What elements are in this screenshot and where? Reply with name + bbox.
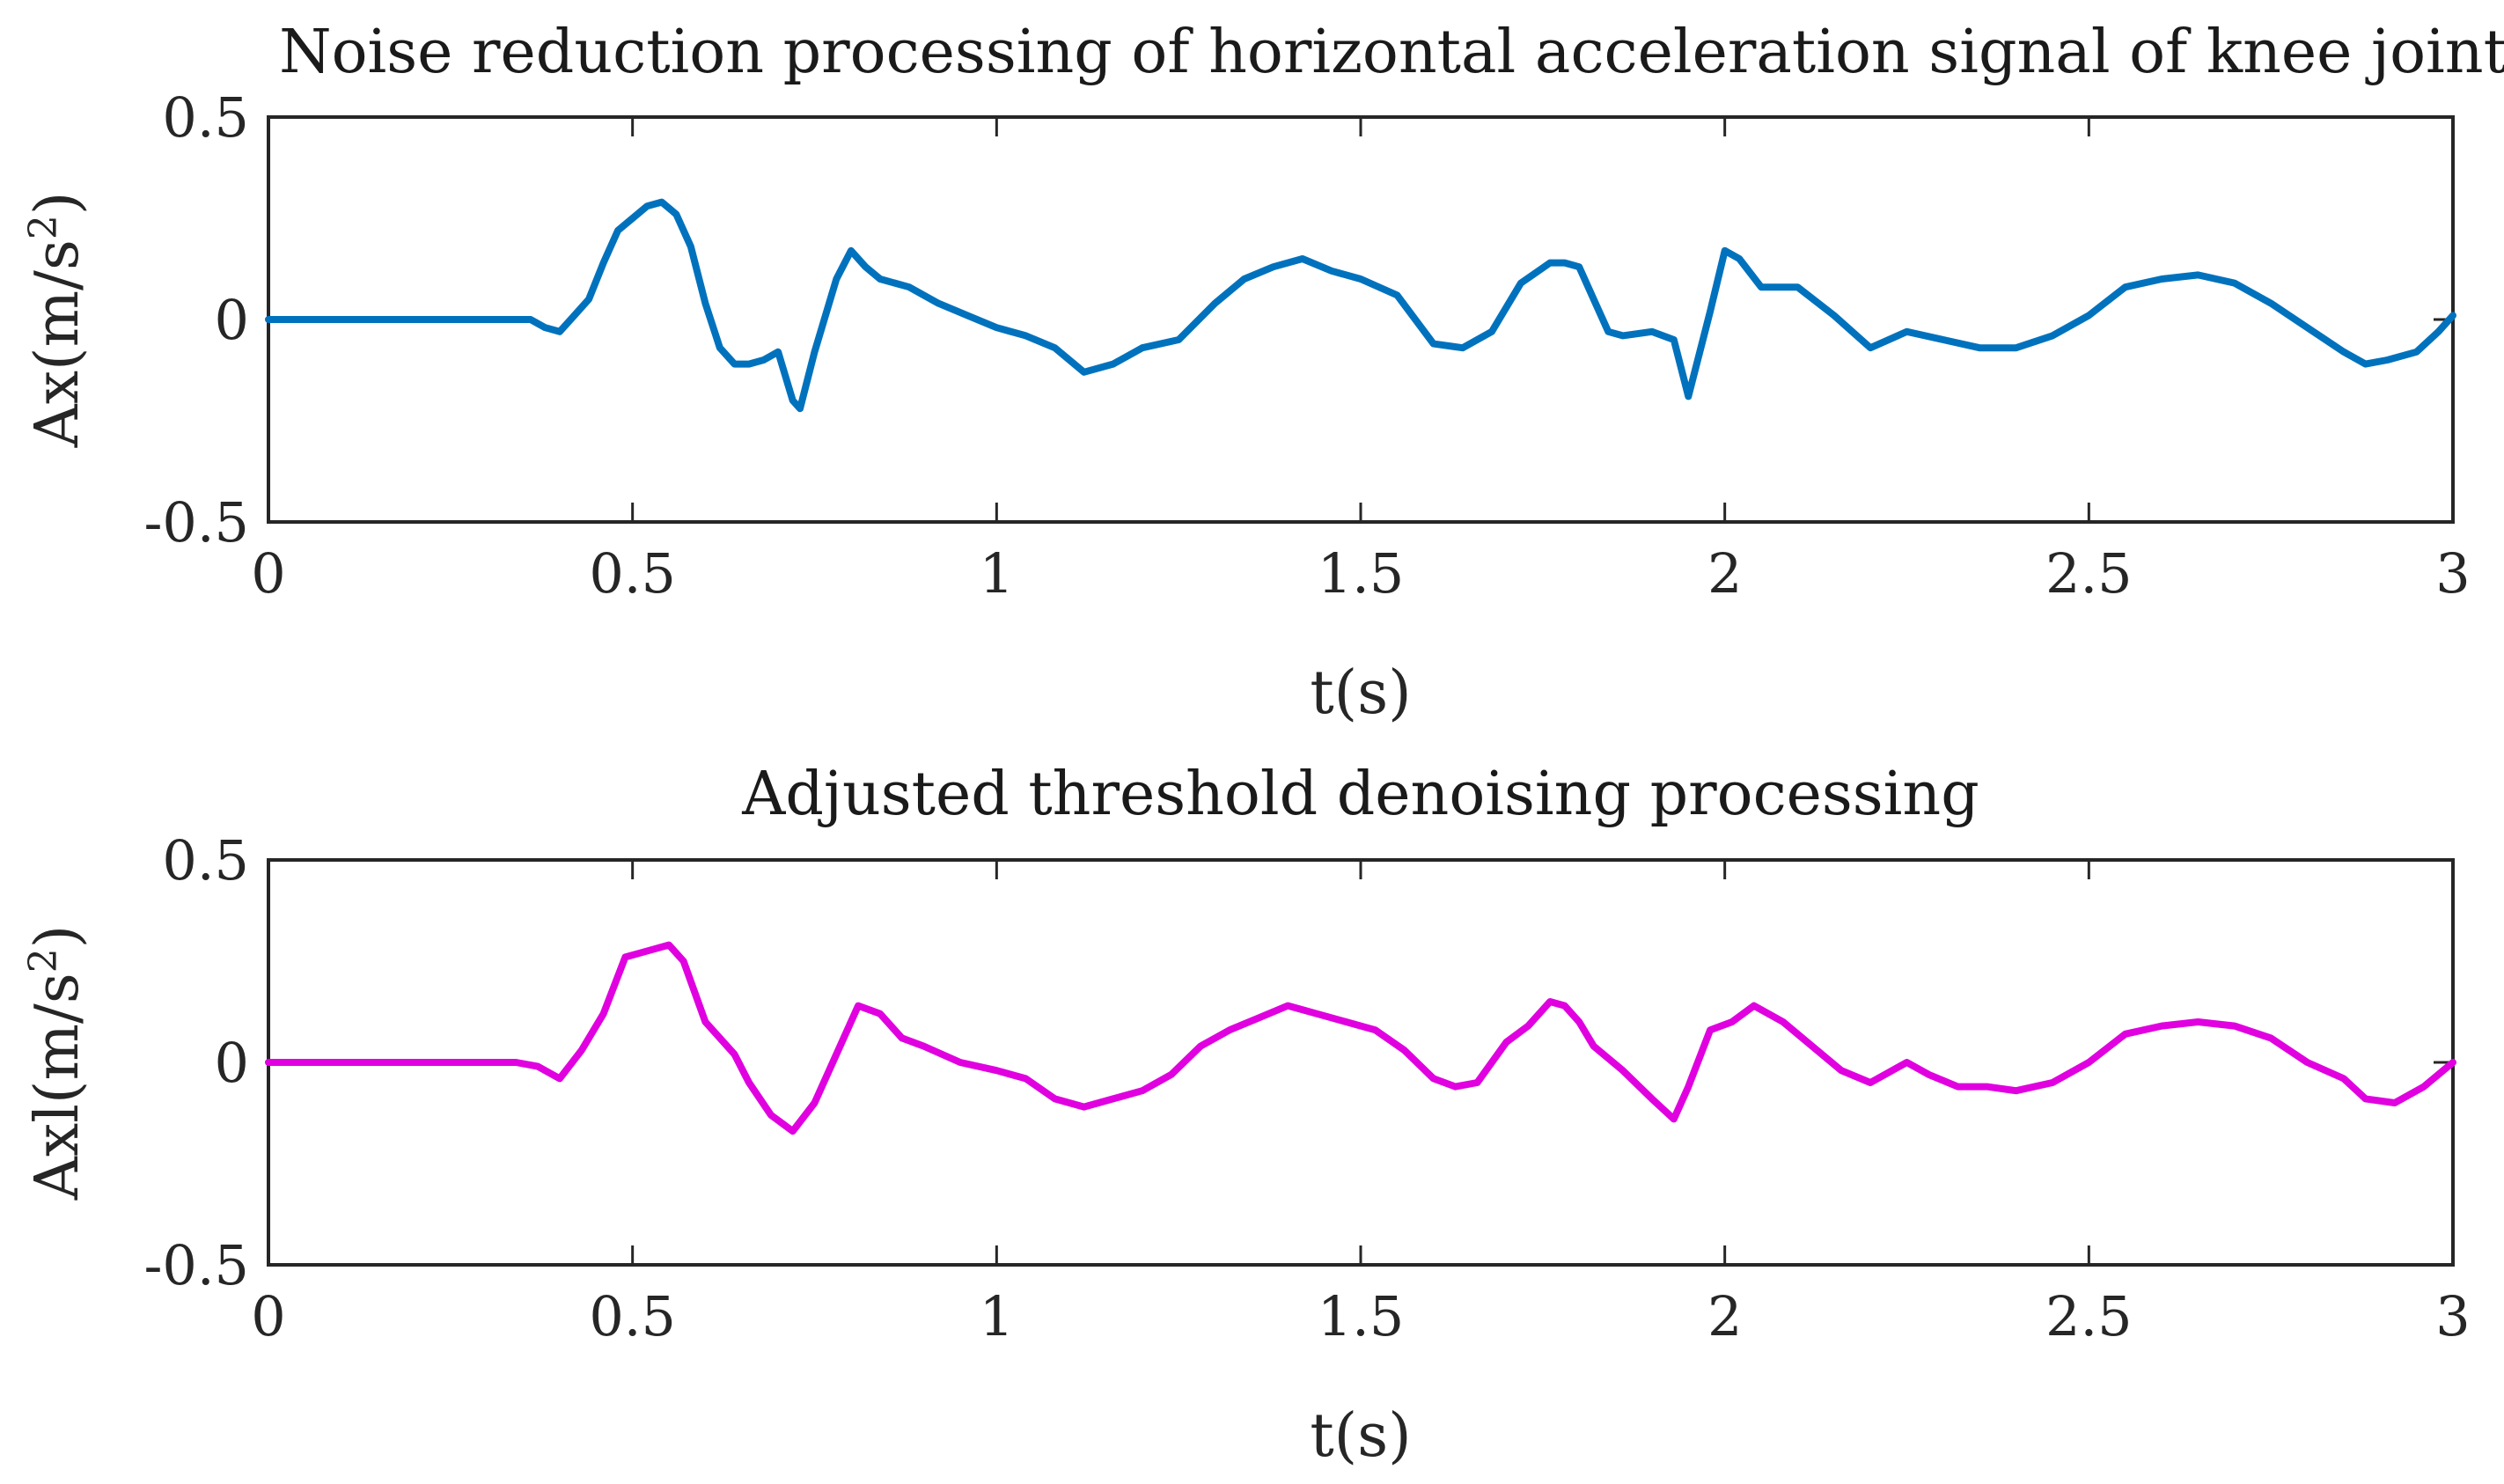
x-tick-label-bottom-2: 1: [980, 1284, 1014, 1348]
x-tick-label-bottom-6: 3: [2435, 1284, 2470, 1348]
chart-panel-top: Noise reduction processing of horizontal…: [21, 18, 2504, 728]
x-tick-label-top-5: 2.5: [2045, 541, 2133, 606]
series-line-ax: [265, 198, 2456, 413]
plot-frame-bottom: [267, 858, 2455, 1267]
y-tick-label-bottom-1: 0: [215, 1031, 249, 1095]
chart-title-top: Noise reduction processing of horizontal…: [279, 18, 2504, 87]
y-axis-label-bottom-close: ): [23, 925, 92, 949]
x-tick-label-bottom-1: 0.5: [589, 1284, 676, 1348]
y-tick-label-bottom-0: -0.5: [143, 1233, 249, 1297]
y-axis-label-bottom: Axl(m/s2): [21, 925, 92, 1201]
x-tick-label-bottom-4: 2: [1707, 1284, 1742, 1348]
x-tick-label-top-6: 3: [2435, 541, 2470, 606]
y-tick-label-top-1: 0: [215, 288, 249, 352]
x-tick-label-bottom-3: 1.5: [1318, 1284, 1405, 1348]
y-tick-label-bottom-2: 0.5: [162, 828, 249, 893]
x-axis-label-bottom: t(s): [1310, 1401, 1411, 1471]
y-axis-label-top-base: Ax(m/s: [23, 239, 92, 448]
y-tick-label-top-2: 0.5: [162, 85, 249, 150]
y-axis-label-top-sup: 2: [21, 215, 66, 239]
y-tick-label-top-0: -0.5: [143, 490, 249, 555]
y-axis-label-top: Ax(m/s2): [21, 192, 92, 449]
x-tick-label-bottom-5: 2.5: [2045, 1284, 2133, 1348]
x-tick-label-bottom-0: 0: [251, 1284, 285, 1348]
x-tick-label-top-4: 2: [1707, 541, 1742, 606]
series-line-axl: [265, 941, 2456, 1135]
x-tick-label-top-2: 1: [980, 541, 1014, 606]
y-axis-label-top-close: ): [23, 192, 92, 216]
chart-panel-bottom: Adjusted threshold denoising processing …: [21, 760, 2471, 1471]
y-axis-label-bottom-base: Axl(m/s: [23, 973, 92, 1201]
tick-layer-top: 0 0.5 1 1.5 2 2.5 3-0.500.5: [143, 85, 2470, 606]
chart-title-bottom: Adjusted threshold denoising processing: [741, 760, 1979, 829]
x-tick-label-top-3: 1.5: [1318, 541, 1405, 606]
y-axis-label-bottom-sup: 2: [21, 948, 66, 973]
x-tick-label-top-1: 0.5: [589, 541, 676, 606]
tick-layer-bottom: 0 0.5 1 1.5 2 2.5 3-0.500.5: [143, 828, 2470, 1348]
x-axis-label-top: t(s): [1310, 658, 1411, 728]
x-tick-label-top-0: 0: [251, 541, 285, 606]
plot-frame-top: [267, 115, 2455, 524]
